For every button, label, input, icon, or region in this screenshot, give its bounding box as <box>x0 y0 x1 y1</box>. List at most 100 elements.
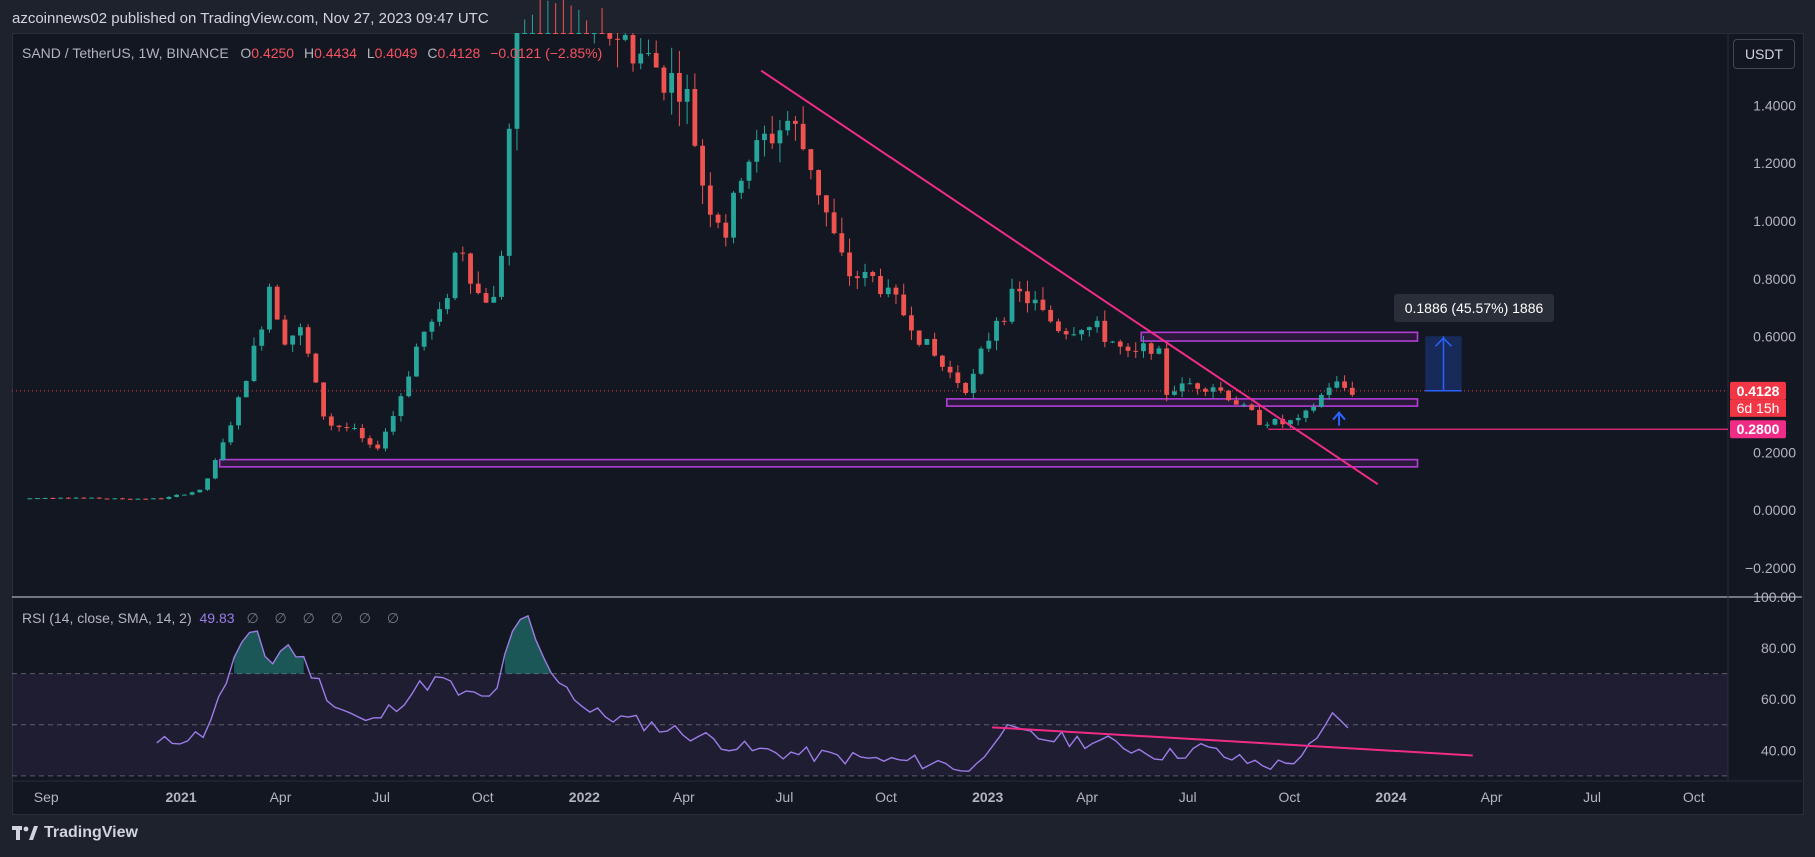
time-tick-label: 2022 <box>569 789 600 805</box>
candle-down <box>282 319 288 345</box>
candle-up <box>1156 348 1162 354</box>
candle-down <box>336 425 342 428</box>
candle-down <box>584 33 589 34</box>
price-tick-label: 1.2000 <box>1753 155 1796 171</box>
candle-down <box>839 233 845 253</box>
time-tick-label: Jul <box>372 789 390 805</box>
currency-button[interactable]: USDT <box>1733 39 1795 69</box>
candle-down <box>81 497 87 499</box>
candle-up <box>236 397 241 426</box>
candle-up <box>452 252 458 299</box>
candle-down <box>120 498 125 500</box>
candle-up <box>1179 383 1185 392</box>
rsi-line <box>156 614 1349 772</box>
price-tick-label: 0.8000 <box>1753 271 1796 287</box>
candle-up <box>746 161 752 181</box>
rsi-tick-label: 60.00 <box>1761 691 1796 707</box>
candle-down <box>939 355 945 367</box>
measure-label: 0.1886 (45.57%) 1886 <box>1394 294 1554 322</box>
candle-up <box>197 489 203 493</box>
symbol-title[interactable]: SAND / TetherUS, 1W, BINANCE <box>22 45 229 61</box>
candle-up <box>591 33 597 34</box>
open-value: 0.4250 <box>251 45 295 61</box>
countdown-bg <box>1730 399 1786 417</box>
candle-up <box>994 320 999 341</box>
time-tick-label: Jul <box>775 789 793 805</box>
candle-up <box>437 309 443 322</box>
candle-up <box>174 494 180 497</box>
candle-up <box>499 255 504 297</box>
candle-up <box>89 497 94 499</box>
price-tick-label: 0.2000 <box>1753 444 1796 460</box>
candle-down <box>615 38 620 40</box>
candle-down <box>537 33 543 34</box>
candle-down <box>715 214 721 223</box>
brand-name: TradingView <box>44 824 138 841</box>
change-value: −0.0121 (−2.85%) <box>490 45 603 61</box>
time-tick-label: 2023 <box>972 789 1003 805</box>
candle-up <box>1071 334 1077 336</box>
candle-up <box>444 298 450 310</box>
candle-down <box>367 438 373 445</box>
candle-down <box>359 428 365 439</box>
candle-up <box>1009 288 1015 322</box>
level-price-label-bg <box>1730 420 1786 439</box>
candle-down <box>274 286 280 320</box>
candle-up <box>545 33 551 34</box>
candle-down <box>1040 299 1046 310</box>
price-tick-label: 1.4000 <box>1753 97 1796 113</box>
candle-up <box>1326 387 1332 395</box>
candle-down <box>607 33 613 39</box>
candle-up <box>885 287 891 295</box>
high-value: 0.4434 <box>314 45 357 61</box>
candle-down <box>909 315 914 331</box>
time-tick-label: Apr <box>270 789 292 805</box>
close-value: 0.4128 <box>437 45 481 61</box>
tradingview-brand[interactable]: TradingView <box>12 824 138 842</box>
candle-down <box>661 67 667 93</box>
low-label: L <box>366 45 375 61</box>
candle-up <box>1110 341 1115 343</box>
time-tick-label: Oct <box>1278 789 1300 805</box>
candle-down <box>870 271 876 276</box>
candle-down <box>893 287 899 295</box>
candle-up <box>669 72 675 93</box>
candle-up <box>398 396 404 417</box>
candle-down <box>104 498 110 500</box>
candle-down <box>692 88 698 146</box>
candle-up <box>1032 299 1038 304</box>
candle-up <box>622 34 628 40</box>
candle-down <box>707 185 713 215</box>
candle-down <box>313 353 319 383</box>
candle-up <box>421 331 427 347</box>
time-tick-label: Apr <box>1076 789 1098 805</box>
rsi-trendline <box>992 726 1473 757</box>
candle-up <box>986 340 992 349</box>
candle-up <box>228 425 234 443</box>
candle-up <box>42 497 48 499</box>
candle-down <box>1102 320 1108 342</box>
candle-down <box>65 497 71 499</box>
high-label: H <box>303 45 315 61</box>
candle-up <box>924 338 930 345</box>
candle-up <box>684 88 690 102</box>
candle-up <box>1311 406 1317 411</box>
open-label: O <box>240 45 252 61</box>
candle-up <box>738 180 744 193</box>
candle-up <box>1187 383 1193 385</box>
candle-up <box>1086 327 1092 331</box>
price-tick-label: 1.0000 <box>1753 213 1796 229</box>
candle-up <box>151 498 156 500</box>
candle-down <box>808 149 814 171</box>
measure-arrow-icon <box>1434 337 1453 347</box>
candle-down <box>1148 343 1154 354</box>
rsi-label[interactable]: RSI (14, close, SMA, 14, 2) <box>22 610 192 626</box>
candle-up <box>220 442 226 461</box>
last-price-label: 0.4128 <box>1737 383 1780 399</box>
candle-down <box>769 133 775 144</box>
candle-down <box>653 53 659 68</box>
candle-down <box>955 372 961 383</box>
candle-down <box>1048 309 1054 322</box>
time-tick-label: Jul <box>1179 789 1197 805</box>
